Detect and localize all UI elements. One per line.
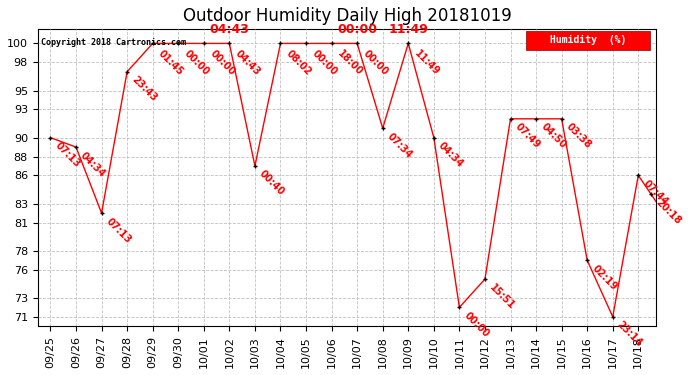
Text: 07:44: 07:44 [641,178,670,207]
Point [224,40,235,46]
Point [121,69,132,75]
Point [70,144,81,150]
Text: 07:49: 07:49 [513,122,542,151]
Point [96,210,107,216]
Text: 11:49: 11:49 [412,48,441,77]
Point [352,40,363,46]
Point [480,276,491,282]
Text: 11:49: 11:49 [388,23,428,36]
Text: 00:00: 00:00 [462,310,491,339]
Point [377,125,388,131]
Text: 04:34: 04:34 [436,141,465,170]
Point [505,116,516,122]
Point [198,40,209,46]
Point [301,40,312,46]
Text: 00:00: 00:00 [337,23,377,36]
Text: 08:02: 08:02 [284,48,313,77]
Text: 23:14: 23:14 [615,320,644,349]
Text: 07:13: 07:13 [104,216,133,245]
Text: 00:40: 00:40 [257,169,286,198]
Point [403,40,414,46]
Point [428,135,440,141]
Point [531,116,542,122]
Text: Humidity  (%): Humidity (%) [550,35,627,45]
Text: 07:34: 07:34 [385,131,414,160]
Text: 00:00: 00:00 [182,48,211,77]
Point [275,40,286,46]
FancyBboxPatch shape [526,31,650,50]
Point [658,210,669,216]
Point [607,314,618,320]
Text: 00:00: 00:00 [310,48,339,77]
Text: 01:45: 01:45 [157,48,186,77]
Text: 18:00: 18:00 [335,48,364,77]
Text: 03:38: 03:38 [564,122,593,151]
Point [147,40,158,46]
Point [249,163,260,169]
Point [556,116,567,122]
Text: 20:18: 20:18 [653,197,682,226]
Point [172,40,184,46]
Text: Copyright 2018 Cartronics.com: Copyright 2018 Cartronics.com [41,38,186,47]
Point [582,257,593,263]
Text: 04:43: 04:43 [210,23,249,36]
Point [454,304,465,310]
Text: 04:34: 04:34 [79,150,108,179]
Point [633,172,644,178]
Text: 00:00: 00:00 [361,48,390,77]
Title: Outdoor Humidity Daily High 20181019: Outdoor Humidity Daily High 20181019 [183,7,511,25]
Text: 02:19: 02:19 [590,263,619,292]
Text: 07:13: 07:13 [53,141,82,170]
Text: 04:50: 04:50 [539,122,568,151]
Point [326,40,337,46]
Text: 04:43: 04:43 [233,48,262,77]
Text: 15:51: 15:51 [488,282,517,311]
Point [646,191,657,197]
Text: 00:00: 00:00 [208,48,237,77]
Text: 23:43: 23:43 [130,75,159,104]
Point [45,135,56,141]
